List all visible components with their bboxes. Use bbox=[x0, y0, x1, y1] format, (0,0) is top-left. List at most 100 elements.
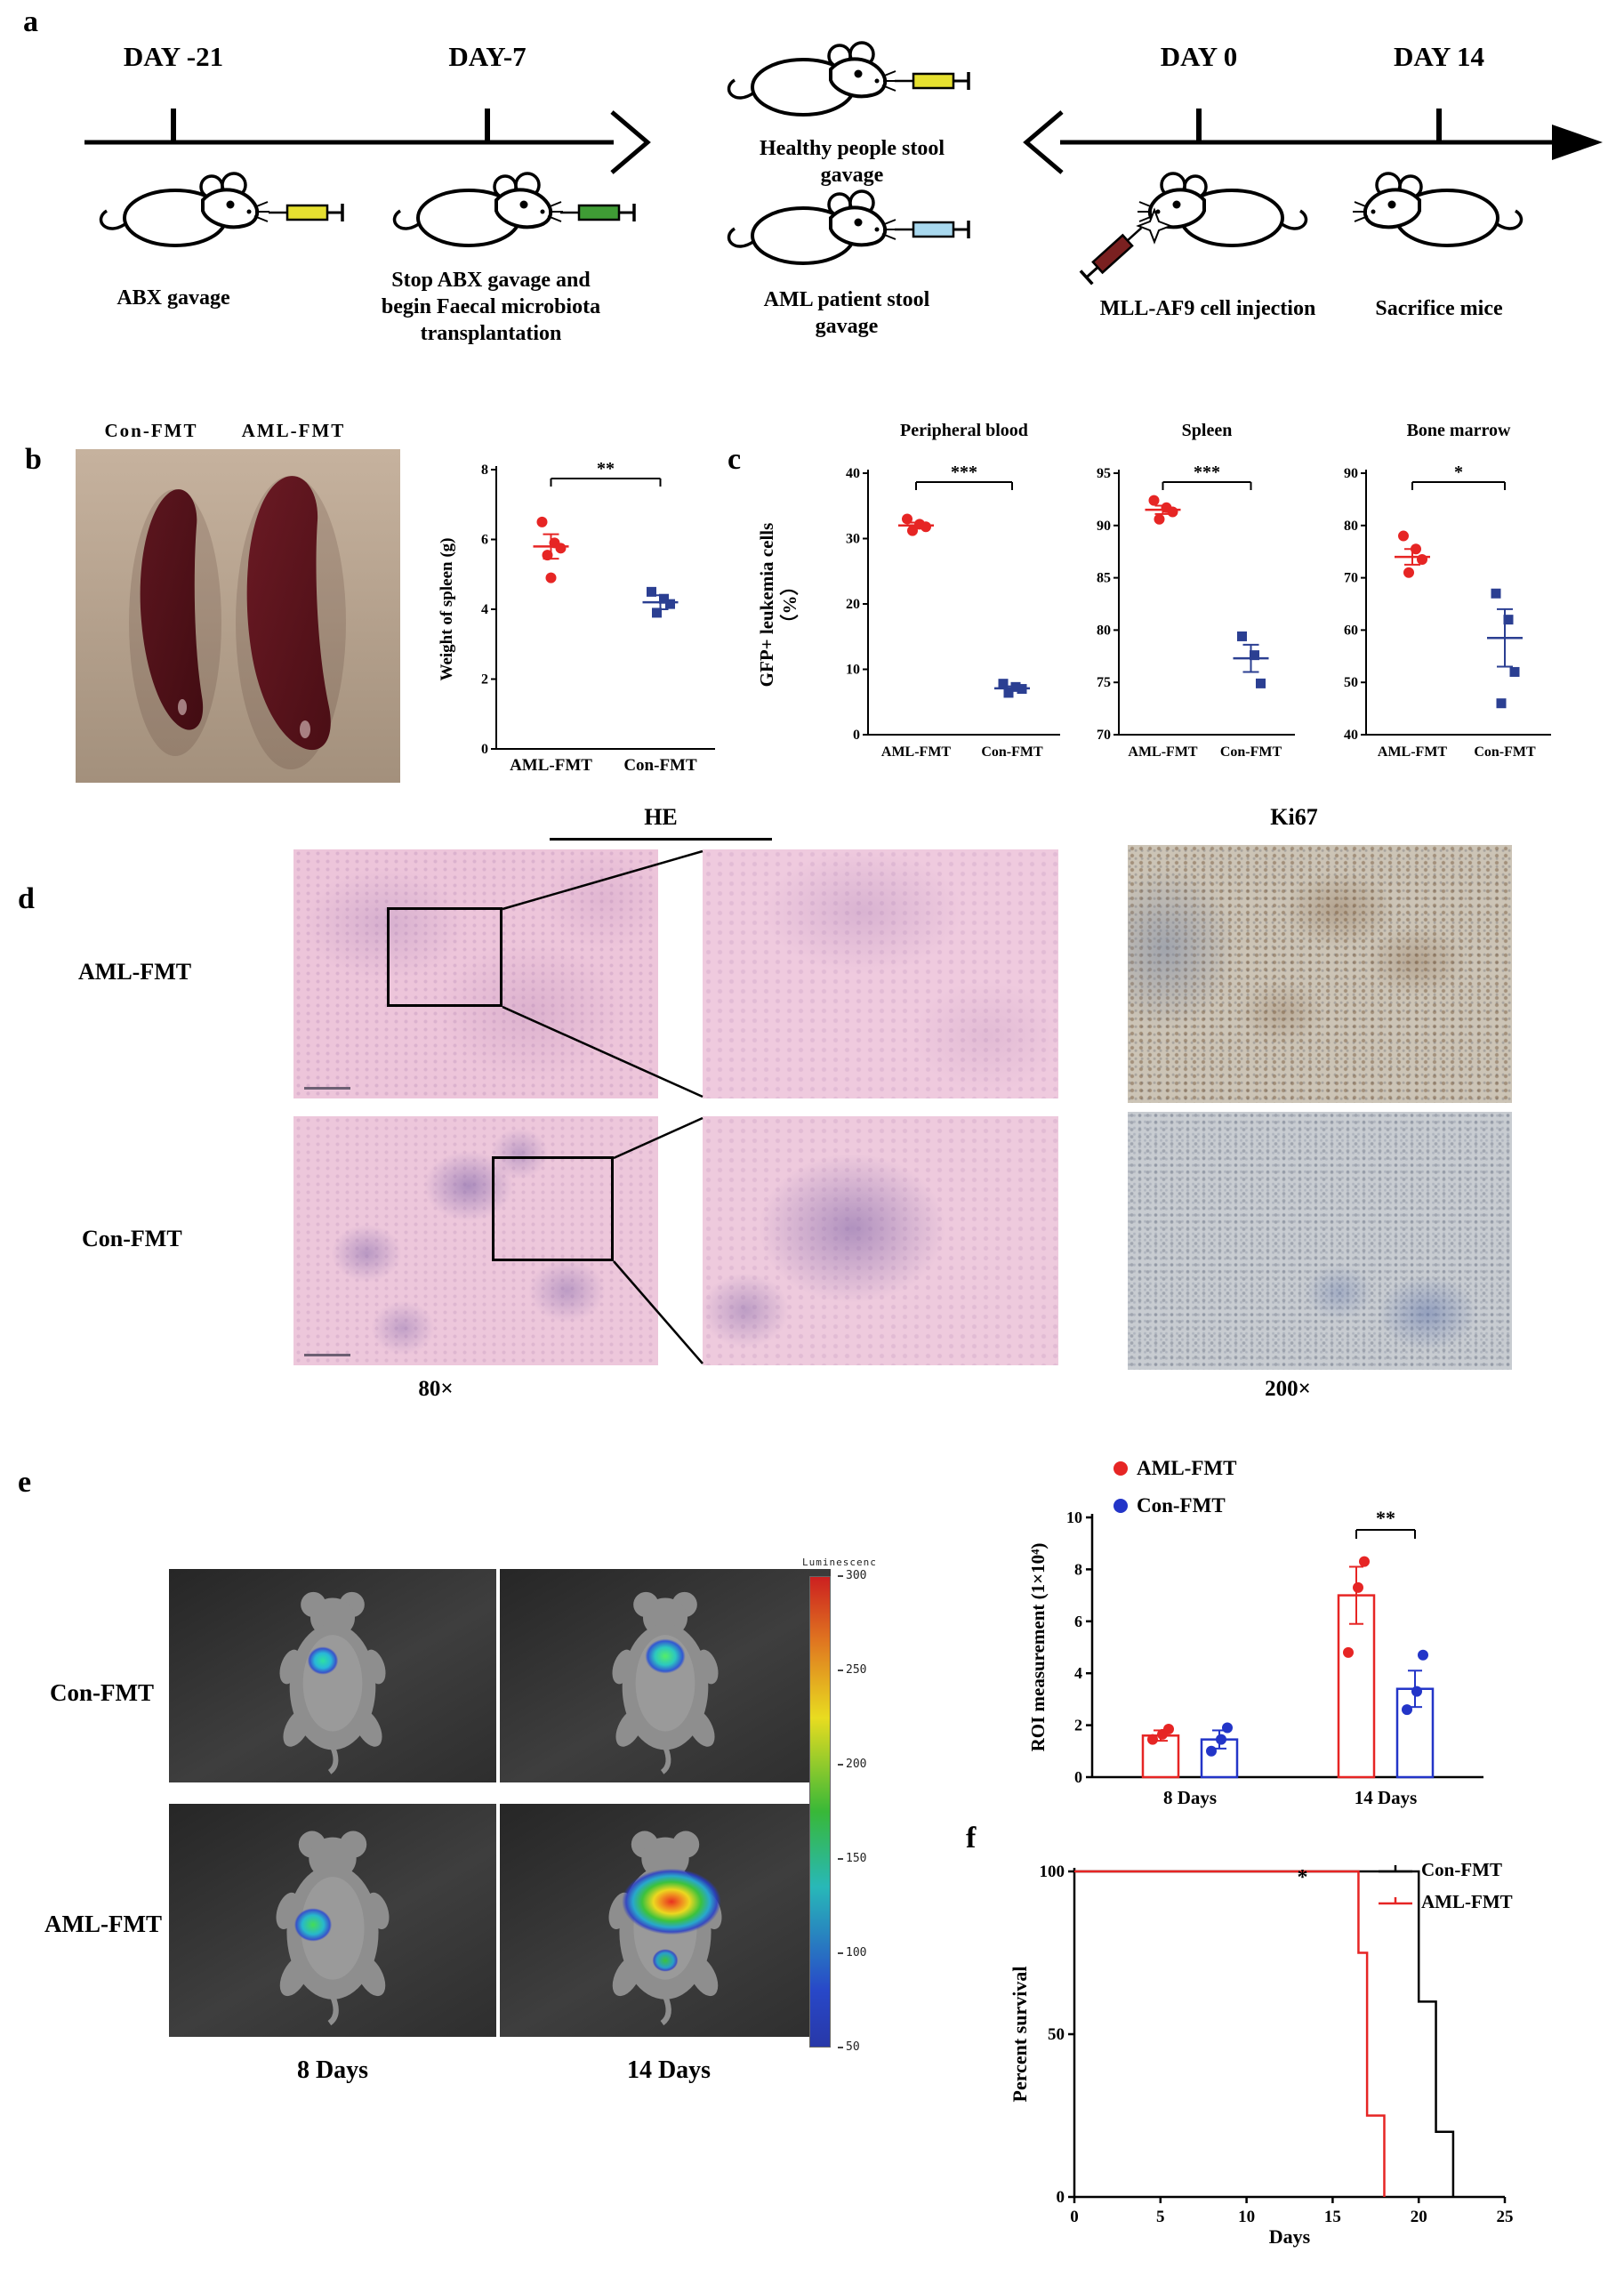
svg-text:0: 0 bbox=[853, 728, 860, 743]
spleen-aml-image bbox=[246, 476, 331, 751]
panel-e-label: e bbox=[18, 1466, 32, 1499]
svg-text:30: 30 bbox=[846, 532, 860, 547]
he-image-con-zoom bbox=[703, 1116, 1058, 1365]
caption-sacrifice: Sacrifice mice bbox=[1375, 297, 1503, 320]
ivis-photo-con-8d bbox=[169, 1569, 496, 1782]
svg-text:Con-FMT: Con-FMT bbox=[981, 744, 1043, 760]
histology-row-label-con: Con-FMT bbox=[82, 1226, 182, 1251]
svg-text:4: 4 bbox=[481, 602, 488, 617]
caption-aml-stool: AML patient stool gavage bbox=[763, 288, 930, 338]
svg-text:50: 50 bbox=[1048, 2025, 1065, 2044]
he-header: HE bbox=[644, 804, 678, 830]
svg-text:100: 100 bbox=[1040, 1863, 1065, 1881]
he-image-aml-zoom bbox=[703, 849, 1058, 1098]
svg-text:Weight of spleen (g): Weight of spleen (g) bbox=[438, 538, 456, 681]
svg-text:6: 6 bbox=[1074, 1613, 1082, 1630]
mouse-icon bbox=[727, 41, 899, 117]
survival-legend-symbol-aml-icon bbox=[1379, 1896, 1412, 1904]
svg-text:80: 80 bbox=[1344, 519, 1358, 534]
svg-text:Bone marrow: Bone marrow bbox=[1407, 421, 1511, 440]
spleen-weight-chart: Weight of spleen (g) 0 2 4 6 8 AML-FMT Con-FMT *… bbox=[438, 438, 722, 786]
svg-text:15: 15 bbox=[1324, 2208, 1341, 2226]
svg-text:2: 2 bbox=[481, 672, 488, 688]
ivis-col-label-14d: 14 Days bbox=[626, 2056, 712, 2084]
syringe-icon bbox=[559, 202, 636, 223]
panel-b-label: b bbox=[25, 443, 42, 476]
caption-abx-gavage: ABX gavage bbox=[117, 286, 230, 310]
svg-text:14 Days: 14 Days bbox=[1355, 1787, 1418, 1808]
svg-text:Days: Days bbox=[1269, 2225, 1311, 2248]
svg-text:80: 80 bbox=[1097, 623, 1111, 638]
roi-legend-label-aml: AML-FMT bbox=[1137, 1457, 1237, 1479]
panel-f-label: f bbox=[966, 1822, 977, 1855]
legend-dot-aml-icon bbox=[1113, 1461, 1128, 1476]
svg-text:25: 25 bbox=[1497, 2208, 1514, 2226]
he-inset-box-con bbox=[492, 1156, 614, 1261]
caption-mll-injection: MLL-AF9 cell injection bbox=[1099, 297, 1316, 320]
svg-text:AML-FMT: AML-FMT bbox=[510, 756, 592, 775]
svg-text:40: 40 bbox=[1344, 728, 1358, 743]
svg-text:70: 70 bbox=[1097, 728, 1111, 743]
svg-text:5: 5 bbox=[1156, 2208, 1165, 2226]
chart-canvas-roi: ROI measurement (1×10⁴) 0 2 4 6 8 10 8 Days 14 D… bbox=[1027, 1507, 1483, 1808]
chart-canvas-gfp_bm: Bone marrow 40 50 60 70 80 90 AML-FMT Con-FMT * bbox=[1344, 421, 1551, 760]
svg-text:AML-FMT: AML-FMT bbox=[1378, 744, 1448, 760]
ki67-header: Ki67 bbox=[1270, 804, 1318, 830]
svg-text:Percent survival: Percent survival bbox=[1009, 1967, 1031, 2103]
scale-tick: 150 bbox=[838, 1852, 866, 1865]
svg-text:AML-FMT: AML-FMT bbox=[881, 744, 952, 760]
svg-text:**: ** bbox=[597, 459, 615, 479]
ivis-photo-aml-8d bbox=[169, 1804, 496, 2037]
svg-text:0: 0 bbox=[481, 742, 488, 757]
svg-text:ROI measurement (1×10⁴): ROI measurement (1×10⁴) bbox=[1027, 1543, 1049, 1752]
timeline-arrowhead-icon bbox=[1552, 125, 1603, 160]
chart-canvas-survival: 0 50 100 0 5 10 15 20 25 Percent survival Days * bbox=[1009, 1863, 1514, 2248]
svg-text:85: 85 bbox=[1097, 571, 1111, 586]
ivis-row-label-aml: AML-FMT bbox=[44, 1911, 162, 1937]
timeline-day-minus7: DAY-7 bbox=[448, 41, 527, 72]
luminescence-scale: Luminescenc 300 250 200 150 100 50 bbox=[802, 1557, 900, 2077]
gfp-axis-label-line2: （%） bbox=[779, 576, 801, 633]
gfp-bone-marrow-chart: Bone marrow 40 50 60 70 80 90 AML-FMT Con-FMT * bbox=[1325, 416, 1558, 772]
roi-legend-label-con: Con-FMT bbox=[1137, 1494, 1226, 1517]
luminescence-scale-title: Luminescenc bbox=[802, 1557, 877, 1568]
svg-text:10: 10 bbox=[1238, 2208, 1255, 2226]
injection-star-icon bbox=[1136, 207, 1173, 245]
scale-tick: 250 bbox=[838, 1663, 866, 1677]
caption-healthy-stool: Healthy people stool gavage bbox=[760, 137, 945, 187]
chart-canvas-gfp_spleen: Spleen 70 75 80 85 90 95 AML-FMT Con-FMT *** bbox=[1097, 421, 1295, 760]
ki67-image-aml bbox=[1128, 845, 1512, 1103]
he-image-con-80x bbox=[293, 1116, 658, 1365]
he-inset-box-aml bbox=[387, 907, 502, 1007]
spleen-con-image bbox=[140, 489, 204, 730]
ivis-row-label-con: Con-FMT bbox=[50, 1679, 154, 1706]
syringe-icon bbox=[893, 219, 970, 240]
svg-text:90: 90 bbox=[1097, 519, 1111, 534]
gfp-axis-label: GFP+ leukemia cells （%） bbox=[755, 498, 807, 712]
histology-row-label-aml: AML-FMT bbox=[78, 959, 192, 985]
scale-tick: 50 bbox=[838, 2040, 860, 2054]
panel-a-label: a bbox=[23, 5, 38, 38]
gfp-peripheral-blood-chart: Peripheral blood 0 10 20 30 40 AML-FMT Con-FMT *… bbox=[827, 416, 1067, 772]
svg-text:*: * bbox=[1298, 1866, 1308, 1889]
bioluminescence-signal bbox=[301, 1642, 343, 1680]
mouse-icon bbox=[392, 172, 565, 247]
survival-legend-label-con: Con-FMT bbox=[1421, 1859, 1502, 1880]
legend-dot-con-icon bbox=[1113, 1499, 1128, 1513]
caption-stop-abx: Stop ABX gavage and begin Faecal microbi… bbox=[381, 269, 601, 345]
gfp-spleen-chart: Spleen 70 75 80 85 90 95 AML-FMT Con-FMT *** bbox=[1078, 416, 1302, 772]
roi-chart: ROI measurement (1×10⁴) 0 2 4 6 8 10 8 Days 14 D… bbox=[1023, 1475, 1494, 1823]
syringe-icon bbox=[893, 70, 970, 92]
svg-text:*: * bbox=[1454, 463, 1463, 482]
svg-text:90: 90 bbox=[1344, 466, 1358, 481]
survival-legend-aml: AML-FMT bbox=[1377, 1891, 1513, 1913]
svg-text:Peripheral blood: Peripheral blood bbox=[900, 421, 1028, 440]
syringe-icon bbox=[267, 202, 344, 223]
timeline-day-0: DAY 0 bbox=[1160, 41, 1238, 72]
svg-text:Con-FMT: Con-FMT bbox=[1474, 744, 1536, 760]
bioluminescence-signal bbox=[288, 1903, 337, 1947]
spleen-photo bbox=[76, 449, 400, 783]
panel-c-label: c bbox=[728, 443, 742, 476]
svg-text:0: 0 bbox=[1057, 2188, 1065, 2207]
